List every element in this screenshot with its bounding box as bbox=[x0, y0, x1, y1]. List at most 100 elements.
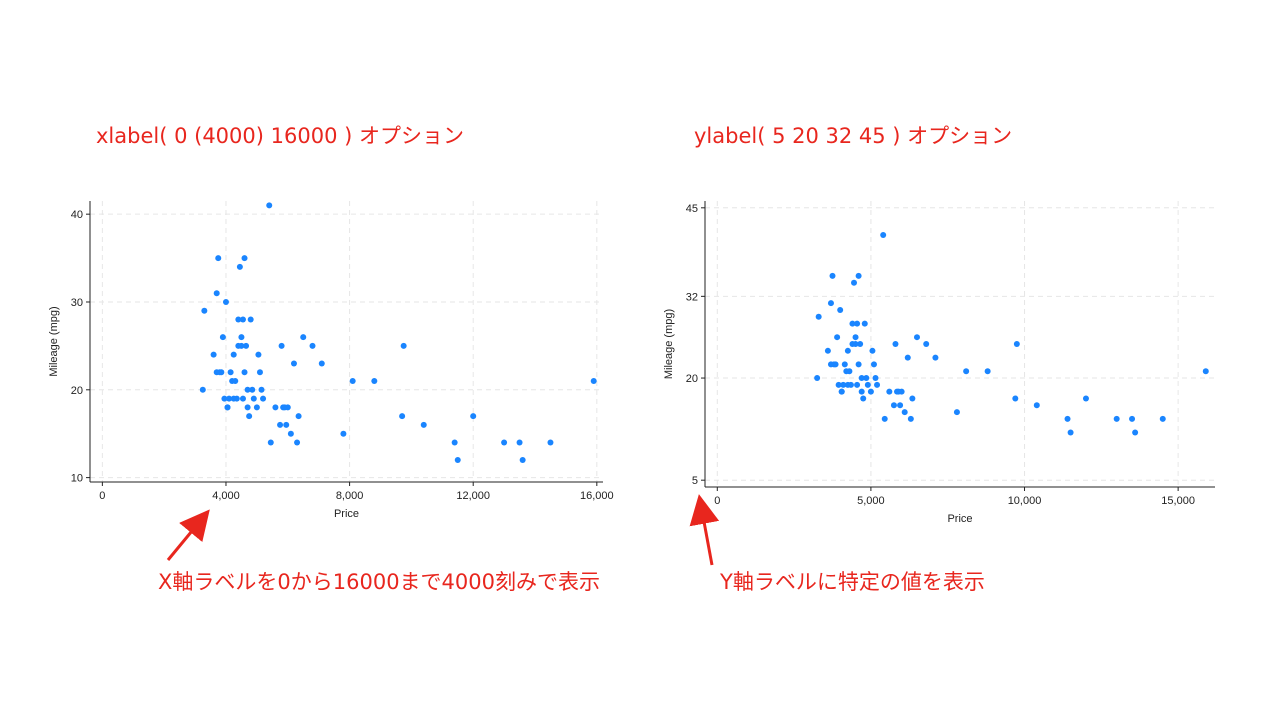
x-tick-label: 0 bbox=[99, 490, 105, 502]
data-point bbox=[892, 341, 899, 347]
data-point bbox=[857, 341, 864, 347]
data-point bbox=[1013, 341, 1020, 347]
x-tick-label: 4,000 bbox=[212, 490, 240, 502]
data-point bbox=[340, 430, 347, 437]
data-point bbox=[239, 395, 246, 402]
data-point bbox=[590, 378, 597, 385]
x-tick-label: 12,000 bbox=[456, 490, 490, 502]
data-point bbox=[1113, 415, 1120, 422]
y-tick-label: 20 bbox=[71, 385, 83, 397]
data-point bbox=[454, 457, 461, 464]
data-point bbox=[420, 421, 427, 428]
data-point bbox=[399, 413, 406, 420]
data-point bbox=[230, 351, 237, 358]
data-point bbox=[913, 334, 920, 341]
data-point bbox=[1033, 402, 1040, 409]
data-point bbox=[1202, 368, 1209, 375]
data-point bbox=[1012, 395, 1019, 402]
data-point bbox=[235, 342, 242, 349]
data-point bbox=[213, 290, 220, 297]
data-point bbox=[221, 395, 228, 402]
data-point bbox=[898, 388, 905, 395]
left-annotation: X軸ラベルを0から16000まで4000刻みで表示 bbox=[158, 570, 600, 594]
data-point bbox=[953, 409, 960, 416]
data-point bbox=[963, 368, 970, 375]
right-scatter-chart: 5 20 32 45 0 5,000 10,000 15,000 Price Mileage (m… bbox=[663, 201, 1215, 525]
data-point bbox=[236, 263, 243, 270]
data-point bbox=[232, 378, 239, 385]
data-point bbox=[874, 381, 881, 388]
data-point bbox=[886, 388, 893, 395]
data-point bbox=[258, 386, 265, 393]
data-point bbox=[860, 395, 867, 402]
data-point bbox=[827, 300, 834, 307]
data-point bbox=[907, 415, 914, 422]
data-point bbox=[870, 361, 877, 368]
data-point bbox=[844, 347, 851, 354]
y-axis-title: Mileage (mpg) bbox=[48, 306, 60, 376]
y-tick-label: 30 bbox=[71, 297, 83, 309]
data-point bbox=[849, 341, 856, 347]
data-point bbox=[909, 395, 916, 402]
x-axis-title: Price bbox=[334, 508, 359, 520]
x-axis-title: Price bbox=[947, 513, 972, 525]
data-point bbox=[852, 334, 859, 341]
data-point bbox=[1064, 415, 1071, 422]
data-point bbox=[213, 369, 220, 376]
data-point bbox=[827, 361, 834, 368]
data-point bbox=[267, 439, 274, 446]
data-point bbox=[266, 202, 273, 209]
data-point bbox=[501, 439, 508, 446]
data-point bbox=[244, 386, 251, 393]
data-point bbox=[923, 341, 930, 347]
data-point bbox=[854, 381, 861, 388]
data-point bbox=[250, 395, 257, 402]
data-point bbox=[829, 272, 836, 279]
data-point bbox=[470, 413, 477, 420]
right-annotation: Y軸ラベルに特定の値を表示 bbox=[720, 570, 985, 594]
data-point bbox=[371, 378, 378, 385]
data-point bbox=[227, 369, 234, 376]
data-point bbox=[1067, 429, 1074, 436]
y-tick-label: 10 bbox=[71, 473, 83, 485]
data-point bbox=[858, 388, 865, 395]
data-point bbox=[834, 334, 841, 341]
data-point bbox=[451, 439, 458, 446]
data-point bbox=[519, 457, 526, 464]
data-point bbox=[260, 395, 267, 402]
x-tick-label: 0 bbox=[714, 495, 720, 507]
data-point bbox=[290, 360, 297, 367]
data-point bbox=[851, 279, 858, 286]
data-point bbox=[230, 395, 237, 402]
data-point bbox=[1082, 395, 1089, 402]
data-point bbox=[872, 375, 879, 382]
data-point bbox=[218, 369, 225, 376]
x-tick-label: 15,000 bbox=[1161, 495, 1195, 507]
data-point bbox=[904, 354, 911, 361]
data-point bbox=[815, 313, 822, 320]
data-point bbox=[844, 381, 851, 388]
data-point bbox=[867, 388, 874, 395]
x-tick-label: 10,000 bbox=[1008, 495, 1042, 507]
data-point bbox=[838, 388, 845, 395]
data-point bbox=[277, 421, 284, 428]
data-point bbox=[846, 368, 853, 375]
y-axis-title: Mileage (mpg) bbox=[663, 309, 675, 379]
data-point bbox=[226, 395, 233, 402]
data-point bbox=[858, 375, 865, 382]
x-tick-label: 5,000 bbox=[857, 495, 885, 507]
data-point bbox=[984, 368, 991, 375]
data-point bbox=[247, 316, 254, 323]
data-point bbox=[841, 361, 848, 368]
data-point bbox=[246, 413, 253, 420]
data-point bbox=[400, 342, 407, 349]
data-point bbox=[239, 316, 246, 323]
data-point bbox=[287, 430, 294, 437]
data-point bbox=[284, 404, 291, 411]
data-point bbox=[863, 375, 870, 382]
data-point bbox=[880, 232, 887, 239]
data-point bbox=[201, 307, 208, 314]
data-point bbox=[547, 439, 554, 446]
data-point bbox=[837, 306, 844, 313]
data-point bbox=[222, 298, 229, 305]
